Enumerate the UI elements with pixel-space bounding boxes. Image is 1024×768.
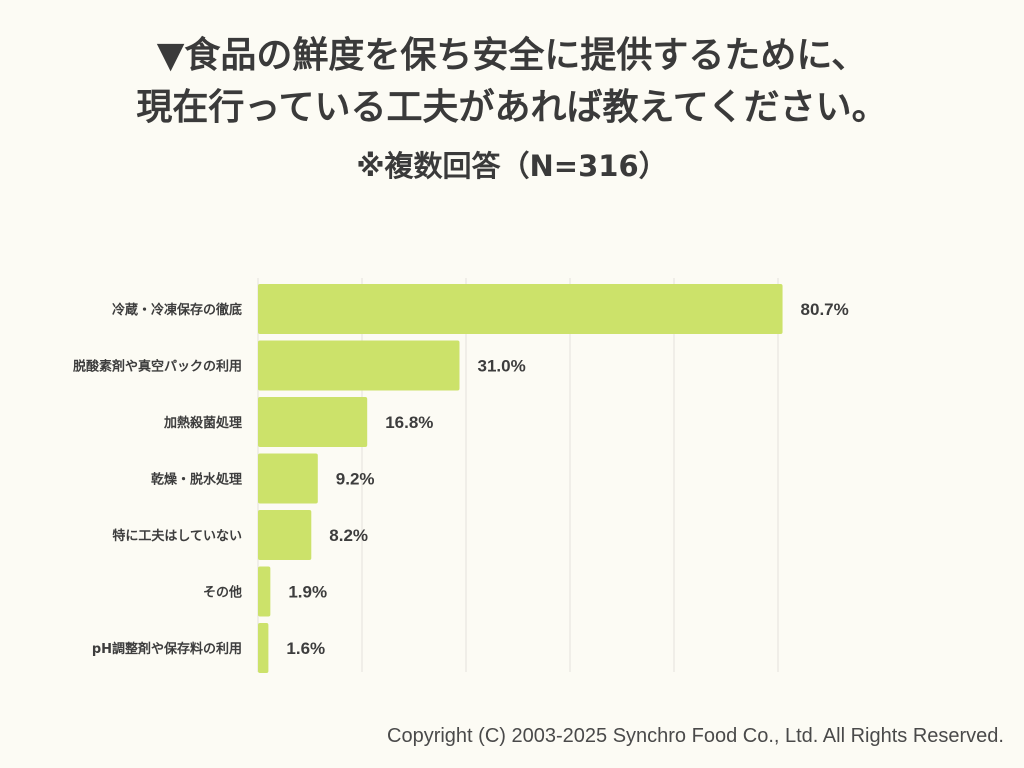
bar-6 <box>258 623 269 673</box>
category-label: 特に工夫はしていない <box>112 528 242 544</box>
value-label: 1.9% <box>288 583 327 602</box>
value-label: 31.0% <box>478 357 526 376</box>
bar-5 <box>258 566 271 617</box>
labels: 冷蔵・冷凍保存の徹底 80.7% 脱酸素剤や真空パックの利用 31.0% 加熱殺菌処理 1… <box>73 300 849 658</box>
category-label: pH調整剤や保存料の利用 <box>92 641 242 657</box>
bar-1 <box>258 340 460 391</box>
value-label: 80.7% <box>801 300 849 319</box>
copyright-notice: Copyright (C) 2003-2025 Synchro Food Co.… <box>387 725 1004 747</box>
title-line-1: ▼食品の鮮度を保ち安全に提供するために、 <box>156 35 868 76</box>
value-label: 9.2% <box>336 470 375 489</box>
bars <box>258 284 783 673</box>
category-label: 乾燥・脱水処理 <box>151 472 242 488</box>
category-label: 脱酸素剤や真空パックの利用 <box>73 359 242 375</box>
value-label: 8.2% <box>329 526 368 545</box>
chart-subtitle: ※複数回答（N=316） <box>356 149 668 183</box>
bar-0 <box>258 284 783 334</box>
chart-title: ▼食品の鮮度を保ち安全に提供するために、 現在行っている工夫があれば教えてくださ… <box>0 30 1024 134</box>
category-label: 冷蔵・冷凍保存の徹底 <box>112 302 242 318</box>
category-label: 加熱殺菌処理 <box>163 415 242 431</box>
bar-chart: 冷蔵・冷凍保存の徹底 80.7% 脱酸素剤や真空パックの利用 31.0% 加熱殺菌処理 1… <box>73 278 849 673</box>
category-label: その他 <box>203 585 242 601</box>
value-label: 16.8% <box>385 413 433 432</box>
bar-3 <box>258 453 318 504</box>
value-label: 1.6% <box>286 639 325 658</box>
bar-2 <box>258 397 368 447</box>
title-line-2: 現在行っている工夫があれば教えてください。 <box>136 87 888 128</box>
bar-4 <box>258 510 312 560</box>
